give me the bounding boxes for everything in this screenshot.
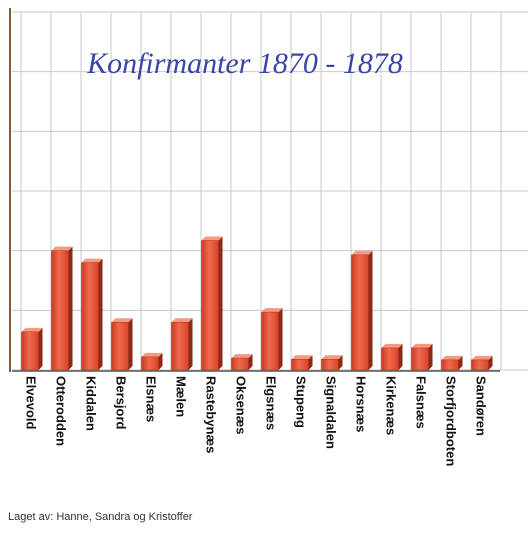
- bar-top: [291, 355, 313, 360]
- bar: [201, 240, 219, 371]
- bar-top: [471, 355, 493, 360]
- x-tick-label: Sandøren: [474, 376, 489, 436]
- bar: [261, 311, 279, 371]
- bar: [411, 347, 429, 371]
- bar-top: [261, 308, 283, 313]
- x-tick-label: Kiddalen: [84, 376, 99, 431]
- bar: [441, 359, 459, 371]
- bar-side: [398, 343, 403, 370]
- bar-side: [158, 352, 163, 370]
- x-tick-label: Kirkenæs: [384, 376, 399, 435]
- chart-title: Konfirmanter 1870 - 1878: [86, 47, 403, 80]
- x-tick-label: Signaldalen: [324, 376, 339, 449]
- bar: [381, 347, 399, 371]
- bar: [21, 331, 39, 371]
- bar: [351, 254, 369, 371]
- bar: [111, 322, 129, 371]
- x-tick-label: Bersjord: [114, 376, 129, 430]
- x-tick-label: Storfjordboten: [444, 376, 459, 466]
- bar-side: [458, 355, 463, 370]
- x-tick-label: Oksenæs: [234, 376, 249, 435]
- bar-side: [338, 355, 343, 370]
- bar-top: [141, 352, 163, 357]
- bar-top: [231, 354, 253, 359]
- bar-top: [51, 246, 73, 251]
- bar-top: [81, 258, 103, 263]
- bar-side: [38, 327, 43, 370]
- bar: [141, 356, 159, 371]
- bar-top: [21, 327, 43, 332]
- bar-side: [188, 318, 193, 370]
- bar-side: [68, 246, 73, 370]
- bar-side: [218, 236, 223, 370]
- x-tick-label: Elsnæs: [144, 376, 159, 422]
- bar-side: [98, 258, 103, 370]
- bar: [171, 322, 189, 371]
- bar: [81, 262, 99, 371]
- bar-top: [201, 236, 223, 241]
- bar-side: [128, 318, 133, 370]
- bar: [51, 250, 69, 371]
- bar-top: [321, 355, 343, 360]
- bar-top: [441, 355, 463, 360]
- vertical-grid: [12, 11, 528, 371]
- x-tick-label: Otterodden: [54, 376, 69, 446]
- bar-side: [368, 250, 373, 370]
- bar-side: [488, 355, 493, 370]
- bar-side: [428, 343, 433, 370]
- bar: [471, 359, 489, 371]
- x-tick-label: Stupeng: [294, 376, 309, 428]
- footer: Laget av: Hanne, Sandra og Kristoffer: [8, 511, 193, 523]
- bar-top: [411, 343, 433, 348]
- x-tick-label: Horsnæs: [354, 376, 369, 432]
- x-tick-label: Falsnæs: [414, 376, 429, 429]
- bar-side: [278, 308, 283, 370]
- x-tick-label: Rastebynæs: [204, 376, 219, 453]
- bar-top: [171, 318, 193, 323]
- bar: [321, 359, 339, 371]
- bar-side: [248, 354, 253, 370]
- bar-top: [351, 250, 373, 255]
- bar-top: [381, 343, 403, 348]
- x-tick-label: Mælen: [174, 376, 189, 417]
- bar-side: [308, 355, 313, 370]
- bar: [231, 357, 249, 371]
- bar-top: [111, 318, 133, 323]
- bar: [291, 359, 309, 371]
- x-tick-label: Elgsnæs: [264, 376, 279, 430]
- x-tick-label: Elvevold: [24, 376, 39, 430]
